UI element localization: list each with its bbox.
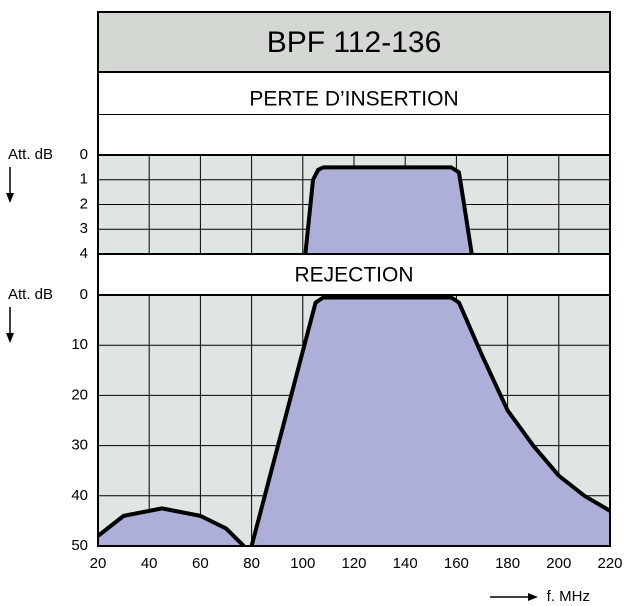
response-line bbox=[98, 506, 246, 546]
x-tick-label: 180 bbox=[495, 555, 520, 572]
y-tick-label: 3 bbox=[80, 220, 88, 237]
panel-title: PERTE D’INSERTION bbox=[249, 88, 458, 111]
y-tick-label: 0 bbox=[80, 286, 88, 303]
y-arrow-head bbox=[6, 193, 14, 203]
band-box bbox=[97, 253, 611, 296]
y-tick-label: 0 bbox=[80, 146, 88, 163]
area-fill bbox=[305, 167, 472, 254]
response-line bbox=[249, 295, 610, 546]
y-axis-label: Att. dB bbox=[8, 286, 53, 303]
x-tick-label: 120 bbox=[341, 555, 366, 572]
x-tick-label: 140 bbox=[393, 555, 418, 572]
x-tick-label: 40 bbox=[141, 555, 158, 572]
x-tick-label: 80 bbox=[243, 555, 260, 572]
y-arrow-head bbox=[6, 333, 14, 343]
area-fill bbox=[251, 297, 610, 546]
x-arrow-head bbox=[528, 593, 538, 601]
response-line bbox=[303, 165, 474, 254]
x-tick-label: 20 bbox=[90, 555, 107, 572]
outer-frame bbox=[97, 11, 611, 547]
x-tick-label: 220 bbox=[597, 555, 622, 572]
x-tick-label: 60 bbox=[192, 555, 209, 572]
y-tick-label: 2 bbox=[80, 195, 88, 212]
x-axis-label: f. MHz bbox=[547, 588, 590, 605]
spacer bbox=[98, 115, 610, 155]
y-tick-label: 50 bbox=[71, 537, 88, 554]
x-tick-label: 160 bbox=[444, 555, 469, 572]
y-tick-label: 20 bbox=[71, 386, 88, 403]
y-axis-label: Att. dB bbox=[8, 146, 53, 163]
y-tick-label: 30 bbox=[71, 437, 88, 454]
panel-title: REJECTION bbox=[294, 264, 413, 287]
x-tick-label: 200 bbox=[546, 555, 571, 572]
chart-title: BPF 112-136 bbox=[267, 26, 442, 59]
area-fill bbox=[98, 508, 244, 546]
y-tick-label: 1 bbox=[80, 171, 88, 188]
x-tick-label: 100 bbox=[290, 555, 315, 572]
y-tick-label: 40 bbox=[71, 487, 88, 504]
y-tick-label: 4 bbox=[80, 245, 88, 262]
title-box bbox=[97, 11, 611, 73]
y-tick-label: 10 bbox=[71, 336, 88, 353]
band-box bbox=[97, 71, 611, 116]
